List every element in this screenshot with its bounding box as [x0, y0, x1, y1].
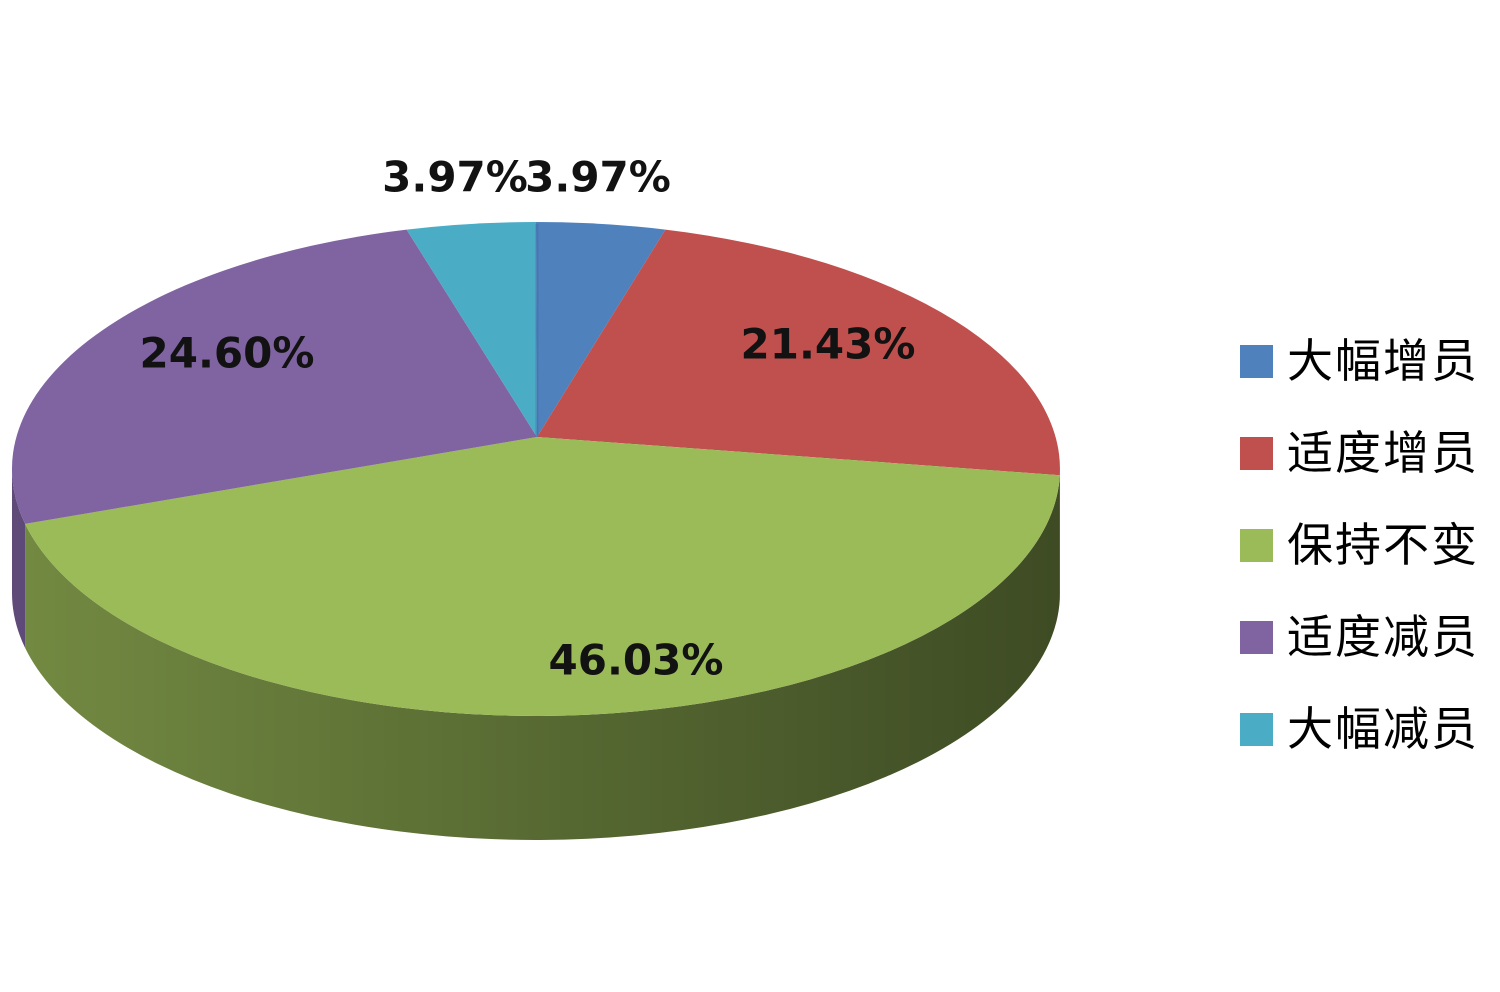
legend-label: 适度增员: [1287, 426, 1479, 480]
legend-item-4: 大幅减员: [1240, 706, 1479, 752]
legend-label: 大幅减员: [1287, 702, 1479, 756]
legend-item-2: 保持不变: [1240, 522, 1479, 568]
legend-swatch-icon: [1240, 344, 1273, 378]
legend: 大幅增员适度增员保持不变适度减员大幅减员: [1240, 338, 1479, 752]
pie-slice-3: [11, 229, 537, 524]
pie-slice-2: [25, 437, 1060, 716]
pie-slice-1: [537, 229, 1060, 476]
legend-swatch-icon: [1240, 712, 1273, 746]
pie-slice-side-3: [11, 469, 26, 648]
pie-slice-side-2: [25, 475, 1060, 840]
legend-item-0: 大幅增员: [1240, 338, 1479, 384]
legend-label: 大幅增员: [1287, 334, 1479, 388]
legend-swatch-icon: [1240, 620, 1273, 654]
legend-swatch-icon: [1240, 528, 1273, 562]
legend-item-1: 适度增员: [1240, 430, 1479, 476]
legend-item-3: 适度减员: [1240, 614, 1479, 660]
legend-label: 适度减员: [1287, 610, 1479, 664]
legend-swatch-icon: [1240, 436, 1273, 470]
pie-slice-4: [406, 221, 537, 437]
legend-label: 保持不变: [1287, 518, 1479, 572]
pie-slice-0: [536, 221, 666, 437]
